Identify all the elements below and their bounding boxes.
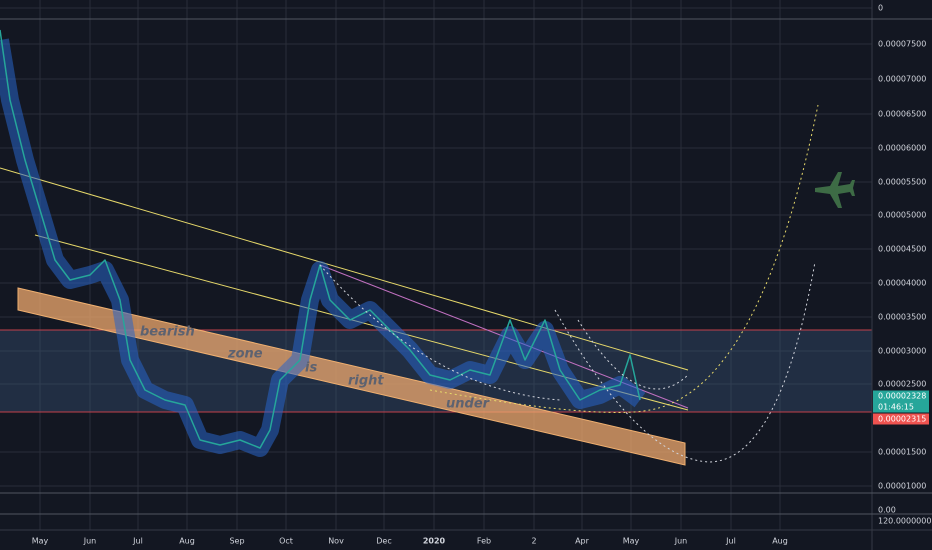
time-label: Oct (279, 537, 293, 546)
price-label: 120.00000000 (878, 517, 932, 526)
time-label: Apr (575, 537, 590, 546)
dotted-projection (429, 104, 819, 413)
trendline (0, 167, 689, 371)
price-label: 0.00005500 (878, 178, 926, 187)
price-label: 0.00003000 (878, 347, 926, 356)
time-label: Aug (179, 537, 195, 546)
time-label: Aug (772, 537, 788, 546)
price-label: 0.00007500 (878, 40, 926, 49)
price-label: 0.00002500 (878, 380, 926, 389)
price-tag-label: 0.00002315 (878, 415, 926, 424)
plane-icon (815, 172, 855, 208)
price-label: 0.00003500 (878, 313, 926, 322)
price-label: 0.00 (878, 506, 896, 515)
labels: 0 0.00007500 0.00007000 0.00006500 0.0000600… (32, 4, 932, 546)
price-label: 0.00001500 (878, 448, 926, 457)
price-label: 0.00001000 (878, 482, 926, 491)
dotted-projection (319, 264, 561, 401)
price-label: 0.00006000 (878, 144, 926, 153)
time-label: Jul (725, 537, 736, 546)
time-label: Nov (328, 537, 344, 546)
time-label: Jul (132, 537, 143, 546)
price-line (0, 29, 641, 449)
time-label: May (32, 537, 49, 546)
price-label: 0.00005000 (878, 211, 926, 220)
time-label: Dec (376, 537, 391, 546)
time-label: 2020 (423, 537, 446, 546)
time-label: 2 (531, 537, 536, 546)
price-tag-label: 0.00002328 (878, 392, 926, 401)
dotted-projection (554, 261, 816, 463)
price-tag-label: 01:46:15 (878, 403, 914, 412)
price-label: 0.00004000 (878, 279, 926, 288)
price-label: 0 (878, 4, 883, 13)
price-tag (873, 413, 929, 425)
channel (17, 287, 686, 466)
price-label: 0.00007000 (878, 75, 926, 84)
time-label: Jun (674, 537, 688, 546)
time-label: Sep (229, 537, 244, 546)
time-label: May (623, 537, 640, 546)
price-tag (873, 401, 929, 413)
annotation: right (348, 374, 384, 389)
annotation: under (446, 397, 491, 412)
price-tag (873, 390, 929, 402)
price-label: 0.00004500 (878, 245, 926, 254)
annotation: is (305, 361, 317, 376)
annotation: bearish (140, 325, 195, 340)
price-label: 0.00006500 (878, 110, 926, 119)
dotted-projection (577, 319, 689, 390)
time-label: Jun (83, 537, 97, 546)
annotation: zone (227, 347, 263, 362)
time-label: Feb (477, 537, 491, 546)
